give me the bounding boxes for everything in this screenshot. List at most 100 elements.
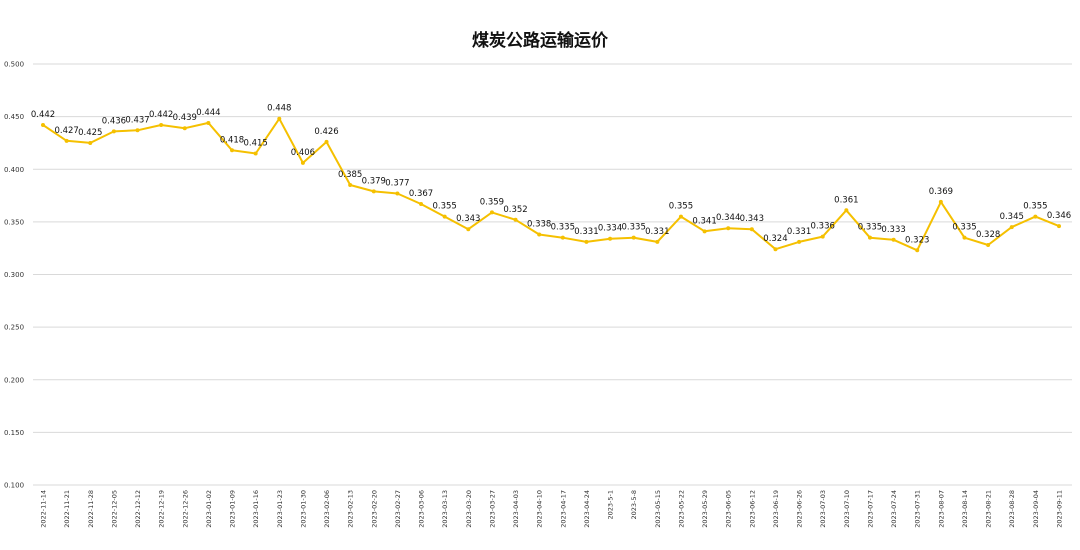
data-point [702, 229, 707, 234]
x-tick-label: 2023-03-13 [441, 490, 449, 528]
data-point [348, 183, 353, 188]
data-label: 0.436 [102, 116, 126, 126]
y-tick-label: 0.400 [4, 166, 24, 174]
data-label: 0.333 [881, 225, 905, 235]
data-point [64, 138, 69, 143]
chart-title: 煤炭公路运输运价 [472, 31, 608, 51]
x-tick-label: 2023-06-05 [725, 490, 733, 528]
x-tick-label: 2022-12-26 [181, 490, 189, 528]
data-label: 0.343 [740, 214, 764, 224]
data-label: 0.335 [952, 223, 976, 233]
data-point [584, 239, 589, 244]
data-label: 0.442 [31, 110, 55, 120]
data-label: 0.442 [149, 110, 173, 120]
data-label: 0.426 [314, 127, 338, 137]
data-label: 0.385 [338, 170, 362, 180]
data-point [230, 148, 235, 153]
x-tick-label: 2023-04-17 [559, 490, 567, 528]
data-label: 0.418 [220, 135, 244, 145]
data-point [797, 239, 802, 244]
data-label: 0.369 [929, 187, 953, 197]
data-point [820, 234, 825, 239]
data-point [560, 235, 565, 240]
data-point [253, 151, 258, 156]
data-label: 0.331 [645, 227, 669, 237]
data-label: 0.406 [291, 148, 315, 158]
x-tick-label: 2022-12-05 [110, 490, 118, 528]
data-label: 0.352 [503, 205, 527, 215]
x-tick-label: 2022-12-19 [158, 490, 166, 528]
data-label: 0.439 [173, 113, 197, 123]
data-label: 0.361 [834, 195, 858, 205]
data-point [206, 120, 211, 125]
data-point [1033, 214, 1038, 219]
data-label: 0.344 [716, 213, 740, 223]
data-point [182, 126, 187, 131]
data-label: 0.343 [456, 214, 480, 224]
y-tick-label: 0.300 [4, 271, 24, 279]
x-tick-label: 2023-01-02 [205, 490, 213, 528]
data-point [962, 235, 967, 240]
x-tick-label: 2023-07-17 [866, 490, 874, 528]
data-point [773, 247, 778, 252]
x-tick-label: 2023-05-22 [677, 490, 685, 528]
data-label: 0.338 [527, 220, 551, 230]
y-tick-label: 0.150 [4, 429, 24, 437]
data-point [1057, 224, 1061, 229]
x-tick-label: 2023-08-28 [1008, 490, 1016, 528]
data-point [442, 214, 447, 219]
x-tick-label: 2023-5-8 [630, 490, 638, 520]
y-tick-label: 0.350 [4, 218, 24, 226]
x-tick-label: 2023-04-24 [583, 490, 591, 528]
data-point [608, 236, 613, 241]
data-label: 0.425 [78, 128, 102, 138]
x-tick-label: 2023-07-31 [914, 490, 922, 528]
data-label: 0.335 [551, 223, 575, 233]
y-tick-label: 0.200 [4, 376, 24, 384]
data-point [891, 237, 896, 242]
data-label: 0.346 [1047, 211, 1071, 221]
data-point [111, 129, 116, 134]
data-point [938, 199, 943, 204]
x-tick-label: 2023-01-30 [299, 490, 307, 528]
x-tick-label: 2023-01-09 [229, 490, 237, 528]
data-label: 0.367 [409, 189, 433, 199]
data-point [159, 123, 164, 128]
data-label: 0.335 [622, 223, 646, 233]
data-label: 0.324 [763, 234, 787, 244]
data-label: 0.331 [574, 227, 598, 237]
data-point [489, 210, 494, 215]
data-point [135, 128, 140, 133]
x-tick-label: 2023-5-1 [607, 490, 615, 520]
data-label: 0.345 [1000, 212, 1024, 222]
data-point [371, 189, 376, 194]
data-label: 0.355 [669, 202, 693, 212]
data-point [513, 217, 518, 222]
data-point [631, 235, 636, 240]
data-label: 0.448 [267, 104, 291, 114]
data-label: 0.444 [196, 108, 220, 118]
x-tick-label: 2023-02-20 [370, 490, 378, 528]
data-label: 0.335 [858, 223, 882, 233]
data-point [395, 191, 400, 196]
data-point [88, 140, 93, 145]
data-label: 0.355 [1023, 202, 1047, 212]
data-point [537, 232, 542, 237]
data-point [655, 239, 660, 244]
data-label: 0.437 [125, 115, 149, 125]
x-tick-label: 2023-09-04 [1032, 490, 1040, 528]
x-tick-label: 2022-12-12 [134, 490, 142, 528]
x-tick-label: 2023-03-06 [418, 490, 426, 528]
y-tick-label: 0.100 [4, 482, 24, 490]
data-label: 0.334 [598, 224, 622, 234]
y-tick-label: 0.500 [4, 61, 24, 69]
x-tick-label: 2022-11-14 [40, 490, 48, 528]
x-tick-label: 2023-07-24 [890, 490, 898, 528]
data-label: 0.355 [433, 202, 457, 212]
data-point [726, 226, 731, 231]
x-tick-label: 2023-08-07 [937, 490, 945, 528]
x-tick-label: 2023-04-10 [536, 490, 544, 528]
x-tick-label: 2023-02-13 [347, 490, 355, 528]
